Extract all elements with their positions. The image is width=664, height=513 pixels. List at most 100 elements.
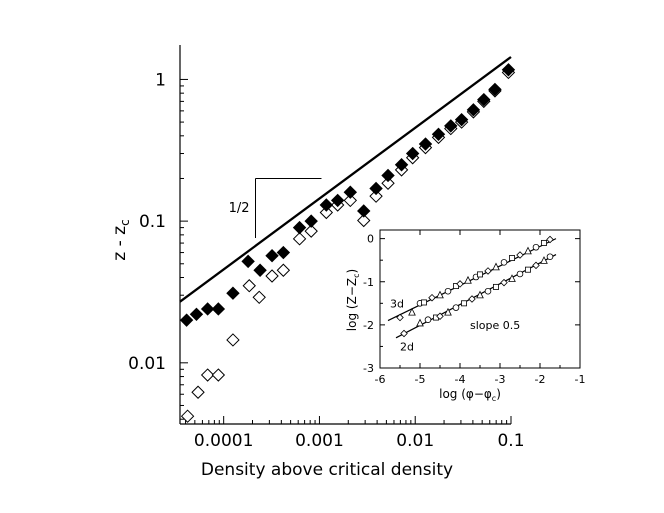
filled-diamond-point — [343, 185, 358, 199]
filled-diamond-point — [357, 204, 371, 218]
inset-x-title-subscript: c — [492, 394, 496, 403]
inset-point-3d — [532, 243, 540, 251]
inset-x-tick-label: -1 — [575, 373, 586, 386]
inset-point-2d — [416, 318, 424, 327]
open-diamond-point — [319, 205, 334, 220]
inset-point-3d — [396, 313, 404, 322]
open-diamond-point — [276, 263, 291, 277]
filled-diamond-point — [253, 263, 267, 277]
open-diamond-point — [357, 213, 371, 228]
filled-diamond-point — [276, 245, 291, 260]
y-axis-title: z - zc — [110, 219, 132, 260]
inset-point-3d — [421, 299, 427, 306]
filled-diamond-point — [394, 158, 409, 172]
inset-point-2d — [452, 304, 460, 311]
x-tick-label: 0.0001 — [194, 431, 253, 451]
filled-diamond-point — [211, 302, 226, 316]
inset-point-2d — [500, 278, 508, 287]
inset-point-3d — [444, 287, 452, 295]
inset-y-title-subscript: c — [352, 273, 361, 277]
y-axis-title-subscript: c — [118, 219, 132, 226]
y-tick-label: 1 — [155, 70, 166, 90]
open-diamond-point — [191, 385, 205, 399]
inset-point-2d — [540, 256, 548, 264]
inset-point-2d — [424, 316, 432, 323]
inset-y-tick-label: -3 — [363, 362, 374, 375]
open-diamond-point — [369, 189, 383, 203]
inset-point-2d — [468, 295, 476, 303]
open-diamond-point — [211, 368, 226, 382]
filled-diamond-point — [444, 119, 458, 133]
inset-point-3d — [509, 255, 515, 261]
filled-diamond-point — [292, 220, 307, 235]
inset-point-3d — [456, 280, 464, 288]
inset-point-3d — [477, 271, 483, 278]
main-data-points — [179, 63, 516, 423]
inset-point-2d — [493, 283, 499, 290]
slope-label: 1/2 — [229, 201, 250, 216]
inset-annotation: slope 0.5 — [470, 319, 520, 332]
filled-diamond-point — [226, 286, 240, 300]
inset-frame — [379, 229, 581, 369]
inset-point-2d — [444, 307, 452, 316]
main-y-ticks: 0.01 0.1 1 — [128, 70, 188, 420]
filled-diamond-point — [454, 112, 469, 127]
filled-diamond-point — [330, 193, 345, 208]
inset-point-3d — [428, 293, 436, 302]
inset-point-2d — [508, 274, 516, 282]
inset-y-axis-title: log (Z−Zc) — [345, 269, 361, 331]
inset-point-3d — [464, 275, 472, 284]
inset-x-axis-title: log (φ−φc) — [439, 387, 501, 403]
inset-y-ticks: 0 -1 -2 -3 — [363, 233, 580, 375]
main-x-ticks: 0.0001 0.001 0.01 0.1 — [185, 416, 525, 451]
open-diamond-point — [200, 368, 215, 382]
main-plot: 0.01 0.1 1 0.0001 0.001 0.01 0.1 1/2 Density … — [110, 45, 525, 480]
inset-y-title-main: log (Z−Z — [345, 278, 359, 331]
filled-diamond-point — [418, 137, 433, 151]
inset-point-2d — [461, 300, 467, 307]
open-diamond-point — [180, 409, 195, 423]
reference-line — [179, 56, 512, 303]
inset-point-2d — [400, 329, 408, 338]
inset-y-tick-label: 0 — [367, 233, 374, 246]
inset-point-3d — [436, 290, 444, 299]
open-diamond-point — [304, 224, 318, 238]
y-axis-title-main: z - z — [110, 226, 130, 261]
filled-diamond-point — [405, 146, 420, 161]
inset-point-3d — [546, 235, 554, 244]
filled-diamond-point — [304, 214, 318, 228]
inset-point-3d — [500, 259, 508, 266]
inset-annotation: 2d — [400, 340, 414, 353]
filled-diamond-point — [369, 181, 383, 196]
inset-y-title-suffix: ) — [345, 269, 359, 274]
inset-point-2d — [436, 312, 444, 321]
filled-diamond-point — [241, 254, 255, 269]
inset-annotations: slope 0.5 3d 2d — [390, 297, 520, 353]
inset-point-3d — [492, 262, 500, 271]
open-diamond-point — [343, 193, 358, 208]
filled-diamond-point — [179, 313, 194, 327]
x-tick-label: 0.01 — [396, 431, 434, 451]
filled-diamond-point — [265, 249, 279, 263]
slope-triangle — [255, 177, 322, 239]
filled-diamond-point — [381, 168, 395, 183]
inset-plot: 0 -1 -2 -3 -6 -5 -4 -3 -2 -1 slope 0.5 3d 2d log (… — [345, 229, 586, 403]
x-axis-title: Density above critical density — [201, 460, 453, 480]
inset-x-tick-label: -3 — [495, 373, 506, 386]
inset-annotation: 3d — [390, 297, 404, 310]
filled-diamond-point — [319, 198, 334, 212]
inset-point-3d — [516, 251, 524, 259]
y-tick-label: 0.01 — [128, 354, 166, 374]
inset-point-2d — [532, 261, 540, 270]
inset-point-2d — [476, 290, 484, 299]
inset-point-3d — [408, 307, 416, 316]
filled-diamond-point — [466, 103, 481, 117]
filled-diamond-point — [501, 63, 516, 77]
open-diamond-point — [242, 279, 256, 293]
inset-point-3d — [484, 267, 492, 275]
inset-x-tick-label: -5 — [415, 373, 426, 386]
inset-y-tick-label: -1 — [363, 276, 374, 289]
inset-point-2d — [546, 253, 554, 261]
inset-x-title-main: log (φ−φ — [439, 387, 492, 401]
